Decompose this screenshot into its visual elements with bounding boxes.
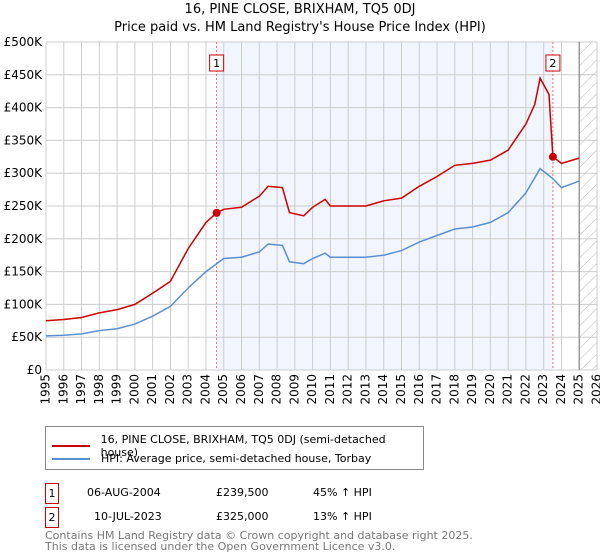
x-tick-label: 1995 — [39, 374, 53, 405]
x-tick-label: 2006 — [234, 374, 248, 405]
x-tick-label: 2000 — [127, 374, 141, 405]
sale-point — [548, 152, 557, 161]
marker-badge: 1 — [45, 483, 59, 504]
y-tick-label: £250K — [4, 199, 44, 213]
series-line — [45, 75, 580, 322]
x-tick-label: 2009 — [287, 374, 301, 405]
y-tick-label: £200K — [4, 232, 44, 246]
y-tick-label: £400K — [4, 101, 44, 115]
series-line — [45, 167, 580, 337]
x-tick-label: 2001 — [145, 374, 159, 405]
x-tick-label: 2022 — [518, 374, 532, 405]
legend-label-hpi: HPI: Average price, semi-detached house,… — [101, 452, 372, 465]
x-tick-label: 1997 — [74, 374, 88, 405]
x-tick-label: 2008 — [270, 374, 284, 405]
x-tick-label: 2015 — [394, 374, 408, 405]
transaction-date: 10-JUL-2023 — [94, 510, 162, 523]
x-tick-label: 2003 — [181, 374, 195, 405]
transaction-hpi: 45% ↑ HPI — [313, 486, 372, 499]
plot-area: 1995 1996 1997 1998 1999 2000 2001 2002 2003 2004… — [4, 35, 600, 405]
x-tick-label: 2025 — [572, 374, 586, 405]
transaction-hpi: 13% ↑ HPI — [313, 510, 372, 523]
x-tick-label: 2018 — [447, 374, 461, 405]
transaction-date: 06-AUG-2004 — [87, 486, 161, 499]
x-tick-label: 2020 — [483, 374, 497, 405]
x-tick-label: 2002 — [163, 374, 177, 405]
y-tick-label: £150K — [4, 265, 44, 279]
marker-badge: 2 — [45, 507, 59, 528]
transaction-price: £325,000 — [216, 510, 269, 523]
sale-label: 2 — [549, 57, 556, 70]
footer-line-2: This data is licensed under the Open Gov… — [45, 540, 396, 553]
y-tick-label: £350K — [4, 133, 44, 147]
x-tick-label: 2016 — [412, 374, 426, 405]
sale-label-box — [209, 54, 225, 72]
x-tick-label: 1998 — [92, 374, 106, 405]
x-tick-label: 2010 — [305, 374, 319, 405]
legend-label-property: 16, PINE CLOSE, BRIXHAM, TQ5 0DJ (semi-d… — [100, 433, 386, 459]
y-tick-label: £50K — [11, 330, 43, 344]
x-tick-label: 2004 — [198, 374, 212, 405]
sale-point — [212, 208, 221, 217]
x-tick-label: 1996 — [56, 374, 70, 405]
footer: Contains HM Land Registry data © Crown c… — [45, 530, 473, 552]
x-tick-label: 2024 — [554, 374, 568, 405]
x-tick-label: 1999 — [110, 374, 124, 405]
y-tick-label: £300K — [4, 166, 44, 180]
x-tick-label: 2021 — [501, 374, 515, 405]
footer-line-1: Contains HM Land Registry data © Crown c… — [45, 529, 473, 542]
chart-title: 16, PINE CLOSE, BRIXHAM, TQ5 0DJ — [184, 2, 416, 17]
chart-subtitle: Price paid vs. HM Land Registry's House … — [114, 20, 486, 35]
legend: 16, PINE CLOSE, BRIXHAM, TQ5 0DJ (semi-d… — [45, 426, 424, 470]
x-tick-label: 2017 — [430, 374, 444, 405]
x-tick-label: 2014 — [376, 374, 390, 405]
legend-swatch-red — [52, 445, 90, 447]
transaction-price: £239,500 — [216, 486, 269, 499]
x-tick-label: 2012 — [341, 374, 355, 405]
x-tick-label: 2023 — [536, 374, 550, 405]
legend-swatch-blue — [52, 457, 90, 460]
x-tick-label: 2019 — [465, 374, 479, 405]
x-tick-label: 2007 — [252, 374, 266, 405]
y-tick-label: £450K — [4, 68, 44, 82]
sale-label: 1 — [213, 57, 220, 70]
sale-label-box — [545, 54, 561, 72]
x-tick-label: 2011 — [323, 374, 337, 405]
x-tick-label: 2005 — [216, 374, 230, 405]
y-tick-label: £100K — [4, 297, 44, 311]
x-tick-label: 2013 — [358, 374, 372, 405]
x-tick-label: 2026 — [590, 374, 600, 405]
y-tick-label: £0 — [27, 363, 42, 377]
y-tick-label: £500K — [4, 35, 44, 49]
